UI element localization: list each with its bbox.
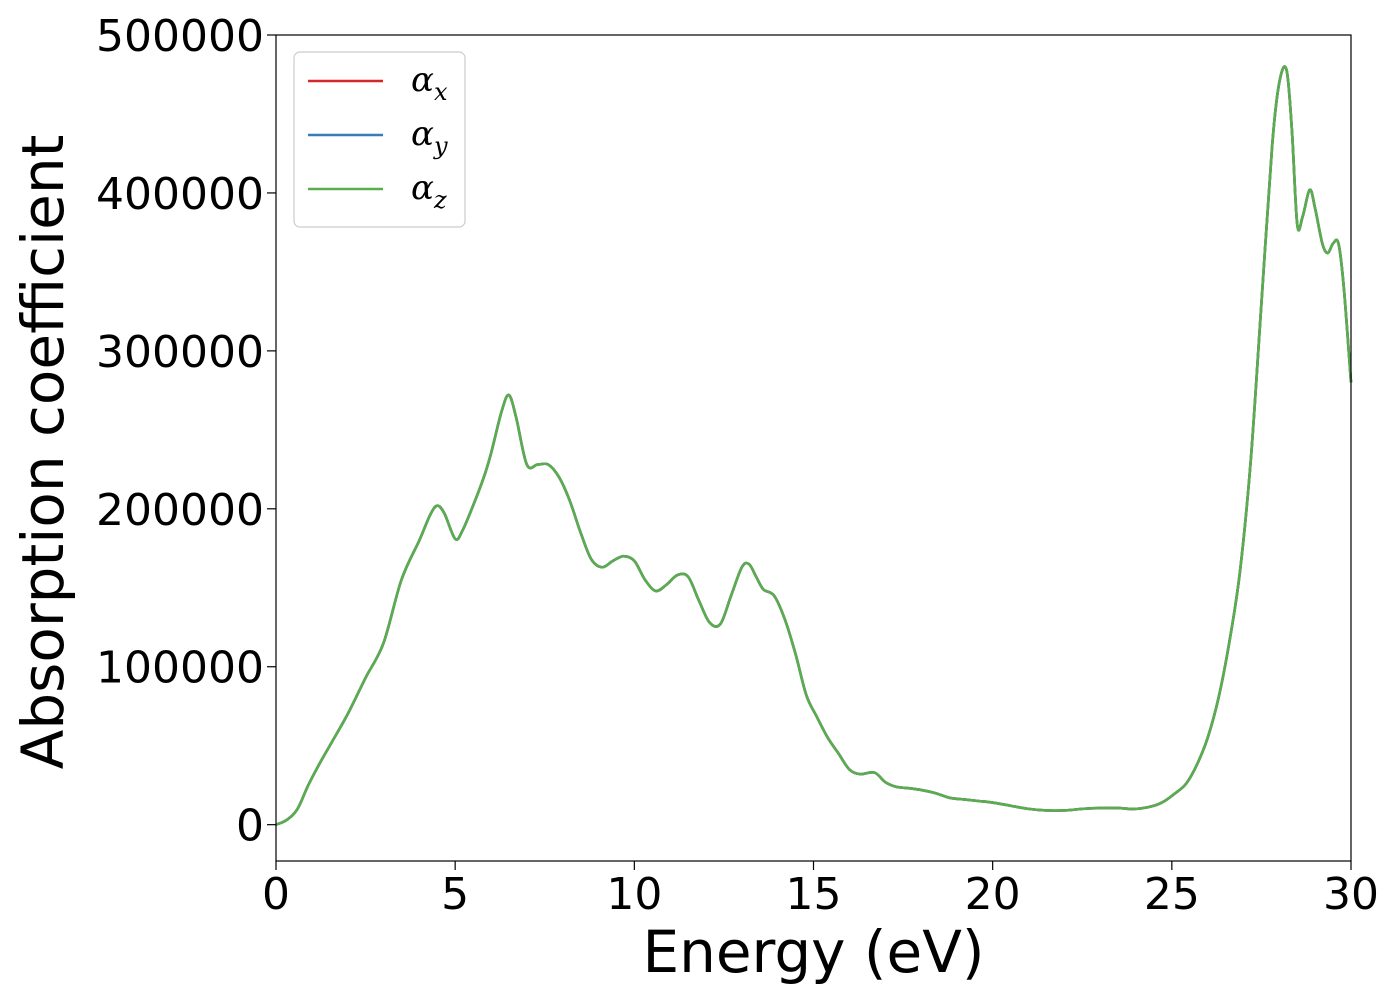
x-tick-label: 30	[1323, 869, 1379, 920]
x-tick-label: 0	[262, 869, 290, 920]
x-tick-label: 15	[786, 869, 842, 920]
legend-box	[293, 51, 466, 228]
x-tick-label: 5	[441, 869, 469, 920]
x-tick-label: 10	[606, 869, 662, 920]
y-tick-label: 0	[236, 801, 264, 852]
x-axis-ticks: 0 5 10 15 20 25 30	[262, 861, 1379, 920]
y-tick-label: 300000	[96, 327, 264, 378]
plot-lines	[275, 65, 1353, 826]
legend: αx αy αz	[293, 51, 466, 228]
legend-label-x: αx	[411, 60, 448, 106]
legend-label-y: αy	[411, 114, 448, 160]
x-tick-label: 25	[1144, 869, 1200, 920]
y-tick-label: 500000	[96, 11, 264, 62]
x-tick-label: 20	[965, 869, 1021, 920]
y-tick-label: 400000	[96, 169, 264, 220]
y-tick-label: 100000	[96, 643, 264, 694]
series-line-z	[275, 65, 1353, 826]
x-axis-label: Energy (eV)	[642, 918, 984, 986]
y-axis-label: Absorption coefficient	[9, 135, 77, 770]
y-axis-ticks: 0 100000 200000 300000 400000 500000	[96, 11, 276, 852]
legend-label-z: αz	[411, 168, 447, 214]
y-tick-label: 200000	[96, 485, 264, 536]
